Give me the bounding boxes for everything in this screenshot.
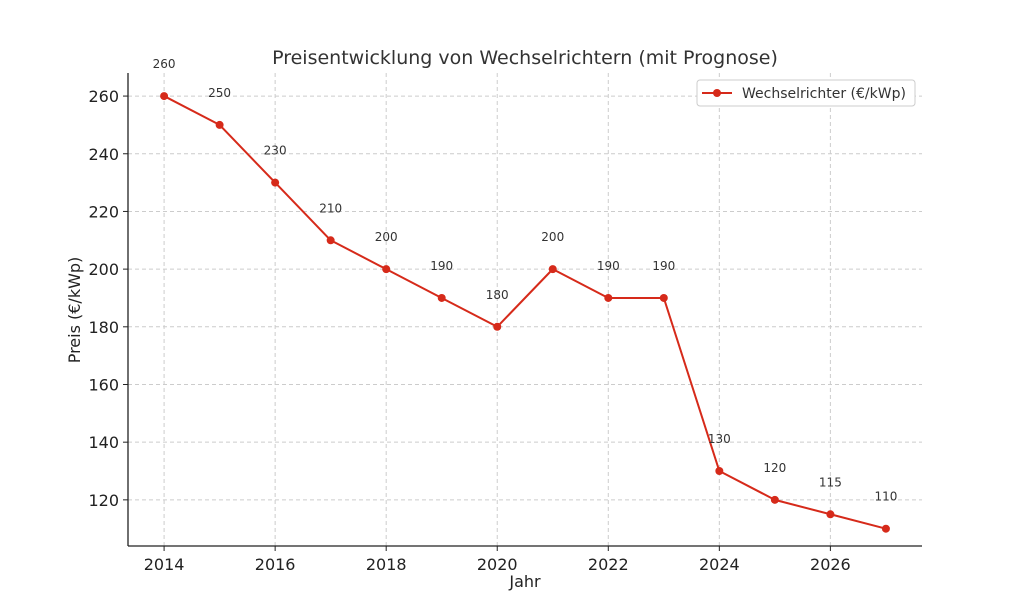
data-point xyxy=(715,467,724,476)
y-axis-label: Preis (€/kWp) xyxy=(65,257,84,364)
y-tick-label: 220 xyxy=(88,202,119,221)
y-tick-label: 260 xyxy=(88,87,119,106)
legend-entry: Wechselrichter (€/kWp) xyxy=(742,86,906,102)
x-tick-label: 2026 xyxy=(810,555,851,574)
data-point xyxy=(493,322,502,331)
data-point xyxy=(548,265,557,274)
series-layer xyxy=(160,92,890,533)
data-label: 120 xyxy=(763,461,786,475)
data-label: 200 xyxy=(375,230,398,244)
data-label: 190 xyxy=(652,259,675,273)
data-label: 250 xyxy=(208,86,231,100)
data-label: 190 xyxy=(430,259,453,273)
data-point xyxy=(326,236,335,245)
x-tick-label: 2022 xyxy=(588,555,629,574)
data-point xyxy=(659,293,668,302)
axes xyxy=(127,73,922,547)
data-label: 110 xyxy=(874,490,897,504)
legend-box xyxy=(696,79,916,107)
x-tick-label: 2018 xyxy=(366,555,407,574)
y-tick-label: 160 xyxy=(88,375,119,394)
x-tick-label: 2014 xyxy=(144,555,185,574)
y-tick-label: 140 xyxy=(88,433,119,452)
data-label: 180 xyxy=(486,288,509,302)
data-point xyxy=(437,293,446,302)
x-axis-label: Jahr xyxy=(508,572,541,591)
legend: Wechselrichter (€/kWp) xyxy=(696,79,916,107)
y-tick-label: 200 xyxy=(88,260,119,279)
data-point xyxy=(826,510,835,519)
data-label: 230 xyxy=(264,144,287,158)
data-point xyxy=(881,524,890,533)
legend-marker-swatch xyxy=(713,89,721,97)
y-tick-label: 180 xyxy=(88,318,119,337)
data-point xyxy=(382,265,391,274)
ticks: 2014 2016 2018 2020 2022 2024 2026 120 140 160 180… xyxy=(88,87,850,574)
series-line xyxy=(163,95,887,530)
data-point xyxy=(770,495,779,504)
x-tick-label: 2024 xyxy=(699,555,740,574)
x-tick-label: 2016 xyxy=(255,555,296,574)
x-tick-label: 2020 xyxy=(477,555,518,574)
data-labels: 260 250 230 210 200 190 180 200 190 190 130 120 115 1… xyxy=(153,57,898,504)
data-label: 190 xyxy=(597,259,620,273)
data-point xyxy=(160,92,169,101)
data-label: 130 xyxy=(708,432,731,446)
chart-title: Preisentwicklung von Wechselrichtern (mi… xyxy=(272,47,778,69)
data-label: 210 xyxy=(319,201,342,215)
grid xyxy=(128,73,922,546)
data-label: 260 xyxy=(153,57,176,71)
y-tick-label: 240 xyxy=(88,145,119,164)
data-label: 200 xyxy=(541,230,564,244)
data-point xyxy=(604,293,613,302)
data-point xyxy=(271,178,280,187)
data-label: 115 xyxy=(819,475,842,489)
y-tick-label: 120 xyxy=(88,491,119,510)
data-point xyxy=(215,120,224,129)
